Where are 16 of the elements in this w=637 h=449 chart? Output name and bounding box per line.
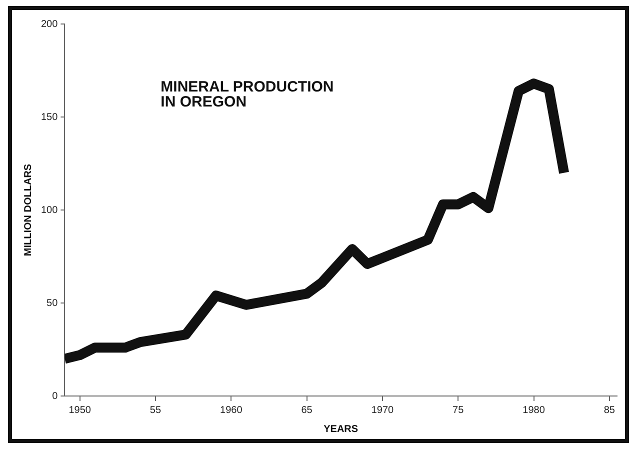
x-tick-label: 85 <box>604 404 616 416</box>
x-tick-label: 55 <box>150 404 162 416</box>
x-tick-label: 1950 <box>68 404 92 416</box>
text: MINERAL PRODUCTION IN OREGON <box>160 78 334 111</box>
x-tick-label: 1960 <box>220 404 243 416</box>
y-tick-label: 200 <box>40 18 58 30</box>
x-tick-label: 65 <box>301 404 313 416</box>
y-axis-title: MILLION DOLLARS <box>22 164 34 256</box>
x-tick-label: 75 <box>452 404 464 416</box>
x-tick-label: 1970 <box>371 404 394 416</box>
x-tick-label: 1980 <box>522 404 546 416</box>
y-tick-label: 50 <box>46 298 58 309</box>
x-axis-title: YEARS <box>324 424 358 435</box>
y-tick-label: 100 <box>40 204 58 216</box>
y-tick-label: 0 <box>52 390 58 402</box>
y-tick-label: 150 <box>40 112 58 123</box>
